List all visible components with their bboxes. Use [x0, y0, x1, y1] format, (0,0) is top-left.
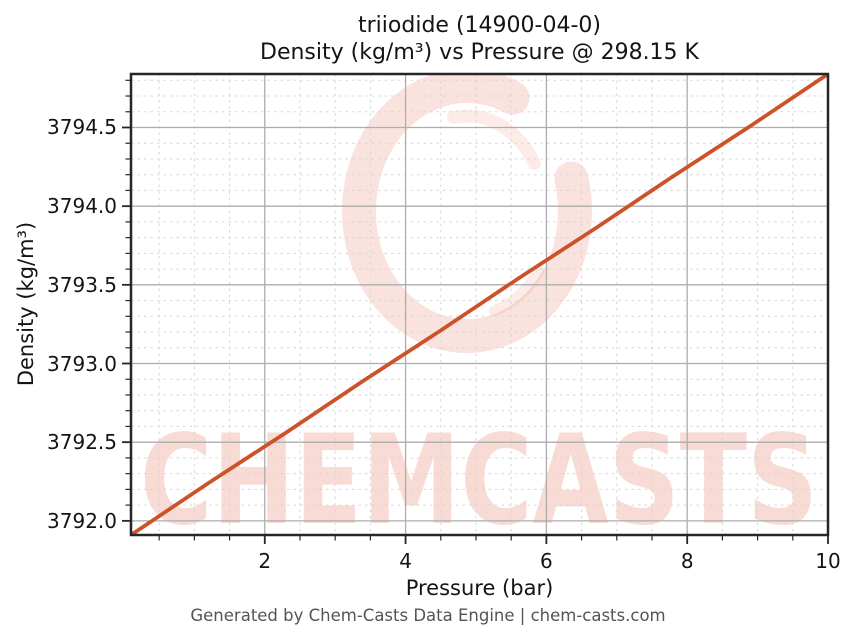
y-tick-label: 3794.0	[47, 194, 117, 219]
x-tick-label: 8	[680, 549, 694, 573]
watermark-text: CHEMCASTS	[140, 409, 818, 553]
tick-marks	[122, 79, 829, 544]
y-tick-label: 3792.5	[47, 430, 117, 455]
gridlines	[132, 75, 827, 534]
y-tick-label: 3792.0	[47, 508, 117, 533]
x-axis-label: Pressure (bar)	[405, 576, 554, 600]
chart-title: triiodide (14900-04-0) Density (kg/m³) v…	[131, 12, 828, 66]
chart-title-line1: triiodide (14900-04-0)	[358, 13, 601, 38]
x-tick-label: 4	[399, 549, 412, 573]
x-tick-label: 6	[540, 549, 553, 573]
x-tick-label: 2	[258, 549, 272, 573]
watermark: CHEMCASTS	[140, 75, 818, 553]
density-line	[132, 75, 827, 534]
brush-circle-logo	[342, 75, 592, 353]
y-tick-label: 3793.0	[47, 351, 117, 376]
chart-title-line2: Density (kg/m³) vs Pressure @ 298.15 K	[260, 40, 699, 65]
brush-swoosh-top	[447, 109, 541, 170]
plot-border	[129, 72, 830, 537]
footer-credit: Generated by Chem-Casts Data Engine | ch…	[190, 606, 666, 625]
y-tick-label: 3793.5	[47, 272, 117, 297]
y-tick-label: 3794.5	[47, 115, 117, 140]
brush-swoosh-bottom	[488, 265, 545, 317]
x-tick-label: 10	[815, 549, 841, 573]
